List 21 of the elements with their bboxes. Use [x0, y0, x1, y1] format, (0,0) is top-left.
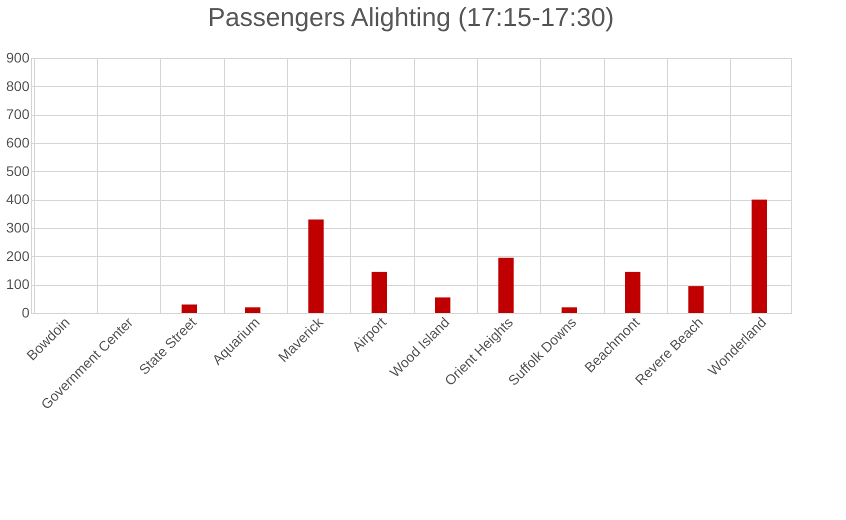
chart-title: Passengers Alighting (17:15-17:30)	[208, 2, 614, 32]
y-tick-label: 800	[6, 78, 30, 94]
bar	[688, 286, 704, 313]
y-tick-label: 500	[6, 162, 30, 179]
bar	[562, 307, 578, 313]
bar	[498, 258, 514, 313]
bar	[434, 297, 450, 313]
bar	[244, 307, 260, 313]
bar	[752, 200, 768, 313]
y-tick-label: 200	[6, 248, 30, 264]
y-tick-label: 300	[6, 220, 30, 236]
y-tick-label: 400	[6, 191, 30, 208]
bar	[624, 272, 640, 313]
y-tick-label: 600	[6, 134, 30, 150]
bar	[308, 220, 324, 313]
y-tick-label: 900	[6, 50, 30, 66]
bar	[372, 272, 388, 313]
bar	[182, 304, 198, 313]
y-tick-label: 0	[22, 304, 30, 320]
y-tick-label: 700	[6, 106, 30, 122]
y-tick-label: 100	[6, 276, 30, 292]
